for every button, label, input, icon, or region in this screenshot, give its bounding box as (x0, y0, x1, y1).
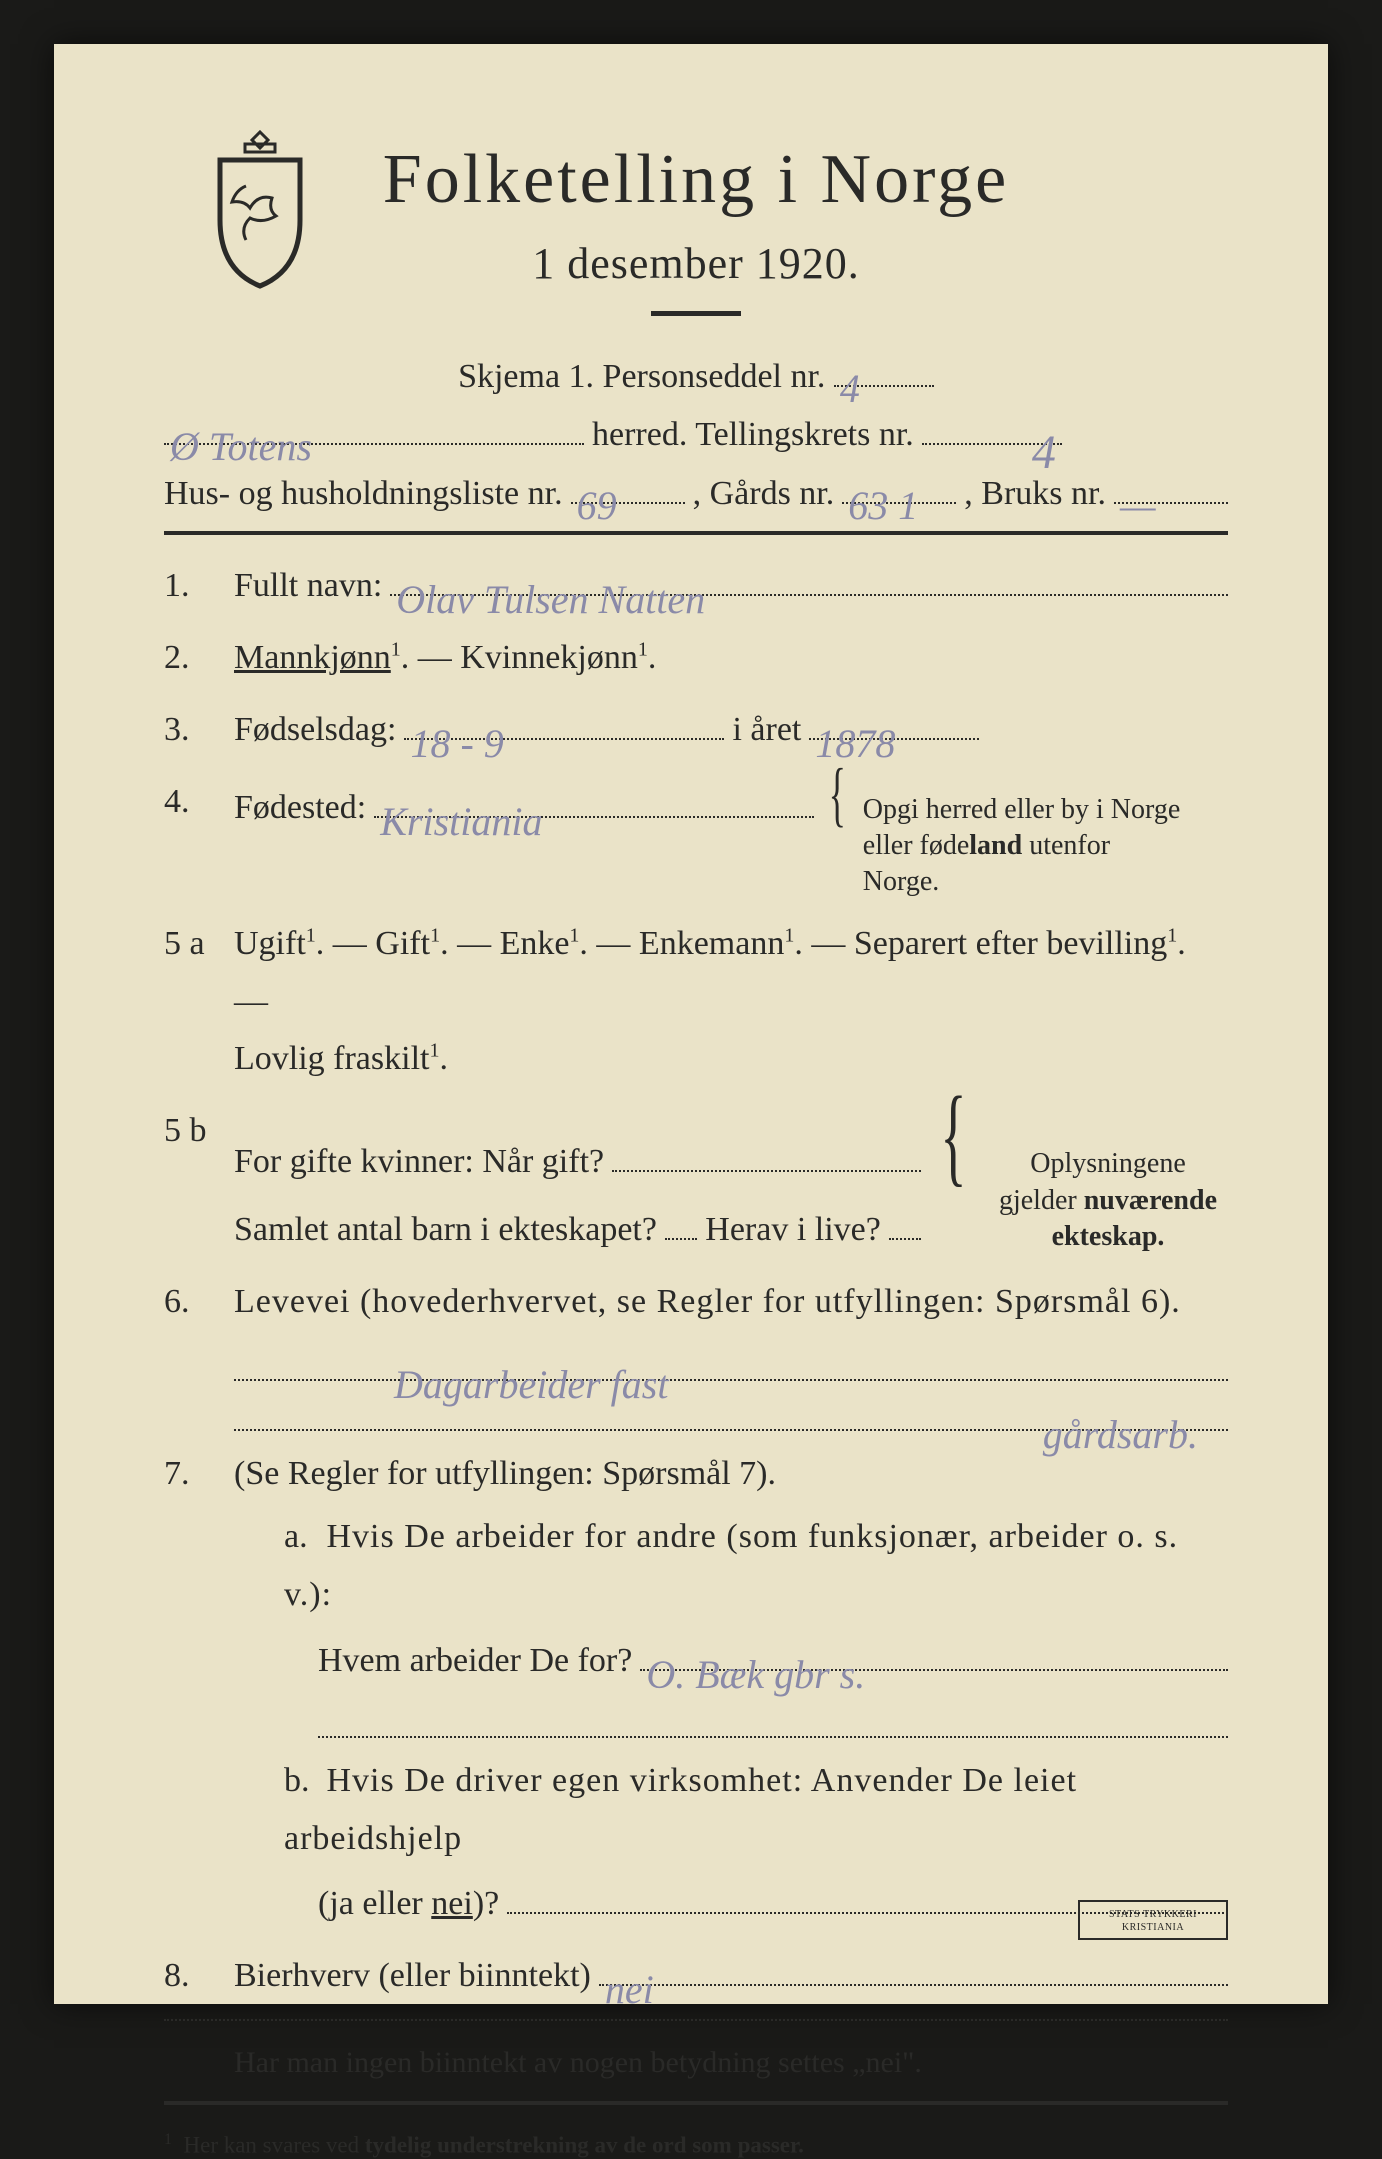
q6-value2: gårdsarb. (1043, 1401, 1198, 1435)
q3-year-field[interactable]: 1878 (809, 706, 979, 740)
q3-num: 3. (164, 701, 224, 759)
form-subtitle: 1 desember 1920. (164, 238, 1228, 289)
q7-label: (Se Regler for utfyllingen: Spørsmål 7). (234, 1455, 776, 1492)
q7: 7. (Se Regler for utfyllingen: Spørsmål … (164, 1445, 1228, 1934)
q4-num: 4. (164, 773, 224, 831)
q6-num: 6. (164, 1273, 224, 1331)
q5b-barn-field[interactable] (665, 1206, 697, 1240)
q7a-l2: Hvem arbeider De for? (318, 1632, 632, 1690)
gaards-nr-field[interactable]: 63 1 (842, 470, 956, 504)
q3-day-value: 18 - 9 (410, 710, 503, 744)
herred-field[interactable]: Ø Totens (164, 411, 584, 445)
q4-value: Kristiania (380, 788, 542, 822)
brace-icon: { (829, 773, 846, 816)
section-divider-3 (164, 2101, 1228, 2105)
q1-field[interactable]: Olav Tulsen Natten (390, 562, 1228, 596)
section-divider-2 (164, 2019, 1228, 2021)
gaards-label: , Gårds nr. (693, 467, 835, 521)
q4-field[interactable]: Kristiania (374, 784, 814, 818)
q7a-field2[interactable] (318, 1704, 1228, 1738)
bruks-nr-field[interactable]: — (1114, 470, 1228, 504)
q6-label: Levevei (hovederhvervet, se Regler for u… (234, 1283, 1181, 1320)
q8-value: nei (605, 1956, 654, 1990)
q3-label: Fødselsdag: (234, 701, 396, 759)
brace-icon: { (940, 1102, 966, 1168)
q5a-opt-1[interactable]: Gift (375, 925, 430, 962)
personseddel-nr-field[interactable]: 4 (834, 353, 934, 387)
q1-label: Fullt navn: (234, 557, 382, 615)
q1-value: Olav Tulsen Natten (396, 566, 705, 600)
q5a-opt-3[interactable]: Enkemann (639, 925, 784, 962)
herred-line: Ø Totens herred. Tellingskrets nr. 4 (164, 408, 1228, 462)
q7a-value: O. Bæk gbr s. (646, 1641, 865, 1675)
question-list: 1. Fullt navn: Olav Tulsen Natten 2. Man… (164, 557, 1228, 2005)
q4-note: Opgi herred eller by i Norge eller fødel… (863, 792, 1183, 901)
tellingskrets-value: 4 (1032, 415, 1056, 449)
hus-nr-value: 69 (577, 474, 617, 508)
q6-value1: Dagarbeider fast (394, 1351, 668, 1385)
q8: 8. Bierhverv (eller biinntekt) nei (164, 1947, 1228, 2005)
q7a-field[interactable]: O. Bæk gbr s. (640, 1637, 1228, 1671)
skjema-label: Skjema 1. Personseddel nr. (458, 358, 825, 395)
census-form-paper: Folketelling i Norge 1 desember 1920. Sk… (54, 44, 1328, 2004)
q5b: 5 b For gifte kvinner: Når gift? Samlet … (164, 1102, 1228, 1259)
herred-label: herred. Tellingskrets nr. (592, 408, 914, 462)
q6-line1-field[interactable]: Dagarbeider fast (234, 1347, 1228, 1381)
q5a-opt-4[interactable]: Separert efter bevilling (854, 925, 1167, 962)
footer-note: Har man ingen biinntekt av nogen betydni… (164, 2039, 1228, 2087)
form-title: Folketelling i Norge (164, 140, 1228, 220)
section-divider-1 (164, 531, 1228, 535)
q2: 2. Mannkjønn1. — Kvinnekjønn1. (164, 629, 1228, 687)
q5a-opt-2[interactable]: Enke (500, 925, 570, 962)
q5b-note: Oplysningene gjelder nuværende ekteskap. (988, 1146, 1228, 1255)
coat-of-arms-icon (200, 126, 320, 296)
q8-num: 8. (164, 1947, 224, 2005)
q5a: 5 a Ugift1. — Gift1. — Enke1. — Enkemann… (164, 915, 1228, 1088)
q6-line2-field[interactable]: gårdsarb. (234, 1397, 1228, 1431)
q2-opt-kvinne[interactable]: Kvinnekjønn (460, 639, 638, 676)
q1: 1. Fullt navn: Olav Tulsen Natten (164, 557, 1228, 615)
q3-year-value: 1878 (815, 710, 895, 744)
q5a-opt-0[interactable]: Ugift (234, 925, 306, 962)
q5b-live-field[interactable] (889, 1206, 921, 1240)
q5a-num: 5 a (164, 915, 224, 973)
hus-line: Hus- og husholdningsliste nr. 69 , Gårds… (164, 467, 1228, 521)
q5b-l2a: Samlet antal barn i ekteskapet? (234, 1201, 657, 1259)
q7-num: 7. (164, 1445, 224, 1503)
hus-nr-field[interactable]: 69 (571, 470, 685, 504)
q5a-opt-5[interactable]: Lovlig fraskilt (234, 1040, 429, 1077)
printer-stamp: STATS TRYKKERI KRISTIANIA (1078, 1900, 1228, 1940)
q3-day-field[interactable]: 18 - 9 (404, 706, 724, 740)
skjema-line: Skjema 1. Personseddel nr. 4 (164, 350, 1228, 404)
bruks-nr-value: — (1120, 474, 1156, 508)
q5b-num: 5 b (164, 1102, 224, 1160)
q5b-l1: For gifte kvinner: Når gift? (234, 1133, 604, 1191)
q1-num: 1. (164, 557, 224, 615)
q2-opt-mann[interactable]: Mannkjønn (234, 639, 391, 676)
footnote-sup: 1 (164, 2131, 172, 2148)
q4-label: Fødested: (234, 779, 366, 837)
herred-value: Ø Totens (170, 415, 312, 449)
q5b-l2b: Herav i live? (705, 1201, 881, 1259)
q8-field[interactable]: nei (599, 1952, 1228, 1986)
q7b-l1: Hvis De driver egen virksomhet: Anvender… (284, 1762, 1077, 1857)
hus-label: Hus- og husholdningsliste nr. (164, 467, 563, 521)
q7a-l1: Hvis De arbeider for andre (som funksjon… (284, 1518, 1178, 1613)
q7a: a. Hvis De arbeider for andre (som funks… (234, 1508, 1228, 1737)
form-header: Folketelling i Norge 1 desember 1920. (164, 140, 1228, 316)
tellingskrets-field[interactable]: 4 (922, 411, 1062, 445)
q8-label: Bierhverv (eller biinntekt) (234, 1947, 591, 2005)
q4: 4. Fødested: Kristiania { Opgi herred el… (164, 773, 1228, 901)
q2-num: 2. (164, 629, 224, 687)
gaards-nr-value: 63 1 (848, 474, 918, 508)
q3: 3. Fødselsdag: 18 - 9 i året 1878 (164, 701, 1228, 759)
title-divider (651, 311, 741, 316)
q6: 6. Levevei (hovederhvervet, se Regler fo… (164, 1273, 1228, 1431)
personseddel-nr-value: 4 (840, 357, 860, 391)
q5b-gift-field[interactable] (612, 1138, 921, 1172)
footnote: 1 Her kan svares ved tydelig understrekn… (164, 2131, 1228, 2159)
q3-mid: i året (732, 701, 801, 759)
bruks-label: , Bruks nr. (964, 467, 1106, 521)
